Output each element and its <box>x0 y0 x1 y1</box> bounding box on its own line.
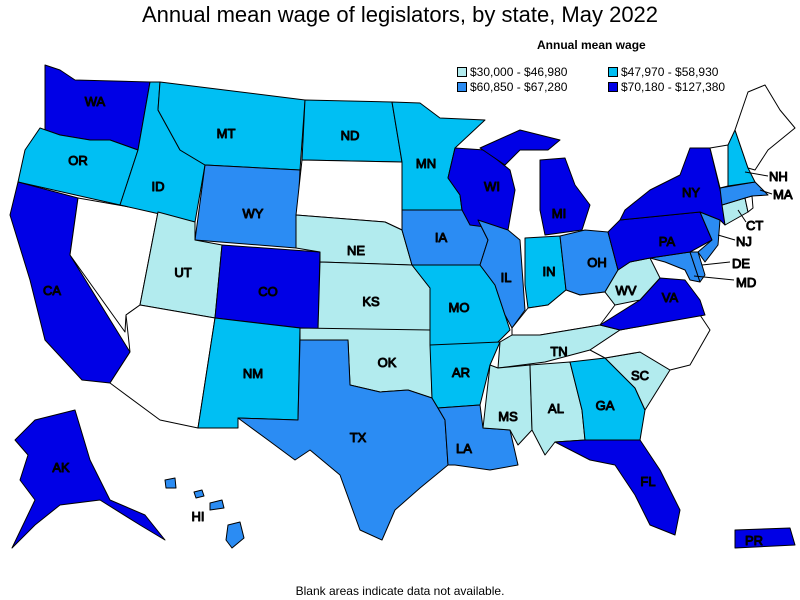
state-il[interactable] <box>477 219 526 329</box>
legend-label-1: $30,000 - $46,980 <box>470 65 568 79</box>
legend-swatch-4 <box>608 82 618 92</box>
state-label-mo: MO <box>449 300 470 315</box>
state-label-mn: MN <box>416 156 436 171</box>
state-la[interactable] <box>437 404 519 471</box>
state-label-mi: MI <box>552 206 566 221</box>
state-label-pa: PA <box>659 234 676 249</box>
legend-label-2: $47,970 - $58,930 <box>621 65 719 79</box>
state-label-ar: AR <box>452 365 470 380</box>
state-de[interactable] <box>689 251 706 283</box>
state-label-ne: NE <box>347 243 365 258</box>
state-hi[interactable] <box>164 477 245 549</box>
callout-line-de <box>701 261 731 266</box>
state-label-tx: TX <box>350 430 367 445</box>
callout-line-ma <box>759 189 773 195</box>
map-title: Annual mean wage of legislators, by stat… <box>141 2 659 27</box>
state-label-ks: KS <box>362 294 380 309</box>
state-label-nm: NM <box>243 366 263 381</box>
state-label-ny: NY <box>682 185 700 200</box>
state-tx[interactable] <box>237 339 449 541</box>
state-label-ak: AK <box>52 460 70 475</box>
state-label-wv: WV <box>616 283 637 298</box>
state-label-ut: UT <box>174 265 191 280</box>
state-nh[interactable] <box>727 129 756 187</box>
state-label-nh: NH <box>769 169 788 184</box>
state-label-mt: MT <box>217 126 236 141</box>
legend-label-3: $60,850 - $67,280 <box>470 80 568 94</box>
state-fl[interactable] <box>554 439 681 536</box>
state-label-or: OR <box>68 153 88 168</box>
state-label-wi: WI <box>484 179 500 194</box>
state-label-al: AL <box>548 401 564 416</box>
state-label-ms: MS <box>498 409 518 424</box>
state-me[interactable] <box>734 84 796 171</box>
state-label-nd: ND <box>341 128 360 143</box>
callout-line-ct <box>737 209 747 223</box>
footnote: Blank areas indicate data not available. <box>295 584 505 598</box>
state-label-in: IN <box>543 264 556 279</box>
state-label-nj: NJ <box>736 234 752 249</box>
state-label-ga: GA <box>596 398 615 413</box>
callout-line-md <box>693 275 735 281</box>
state-label-la: LA <box>456 441 472 456</box>
state-pr[interactable] <box>734 527 796 549</box>
state-label-il: IL <box>501 270 512 285</box>
callout-line-nj <box>717 234 736 241</box>
state-label-co: CO <box>258 284 278 299</box>
state-label-de: DE <box>732 256 750 271</box>
state-ak[interactable] <box>11 409 166 549</box>
state-label-ca: CA <box>43 283 61 298</box>
state-label-ia: IA <box>435 230 448 245</box>
state-label-hi: HI <box>192 509 205 524</box>
state-ny[interactable] <box>619 147 726 226</box>
state-label-ok: OK <box>378 355 397 370</box>
state-label-ct: CT <box>746 218 763 233</box>
state-label-ma: MA <box>773 187 793 202</box>
legend-swatch-2 <box>608 67 618 77</box>
state-label-pr: PR <box>745 533 763 548</box>
state-label-tn: TN <box>550 344 567 359</box>
state-label-sc: SC <box>631 368 649 383</box>
state-label-oh: OH <box>587 255 607 270</box>
legend-swatch-1 <box>457 67 467 77</box>
state-label-fl: FL <box>640 474 655 489</box>
state-label-wy: WY <box>243 206 264 221</box>
state-mi[interactable] <box>479 129 591 236</box>
state-label-id: ID <box>152 179 165 194</box>
callout-line-nh <box>744 171 769 177</box>
legend-swatch-3 <box>457 82 467 92</box>
state-label-md: MD <box>736 275 756 290</box>
legend-label-4: $70,180 - $127,380 <box>621 80 726 94</box>
legend-title: Annual mean wage <box>537 38 646 52</box>
state-label-va: VA <box>662 290 679 305</box>
state-label-wa: WA <box>85 94 106 109</box>
